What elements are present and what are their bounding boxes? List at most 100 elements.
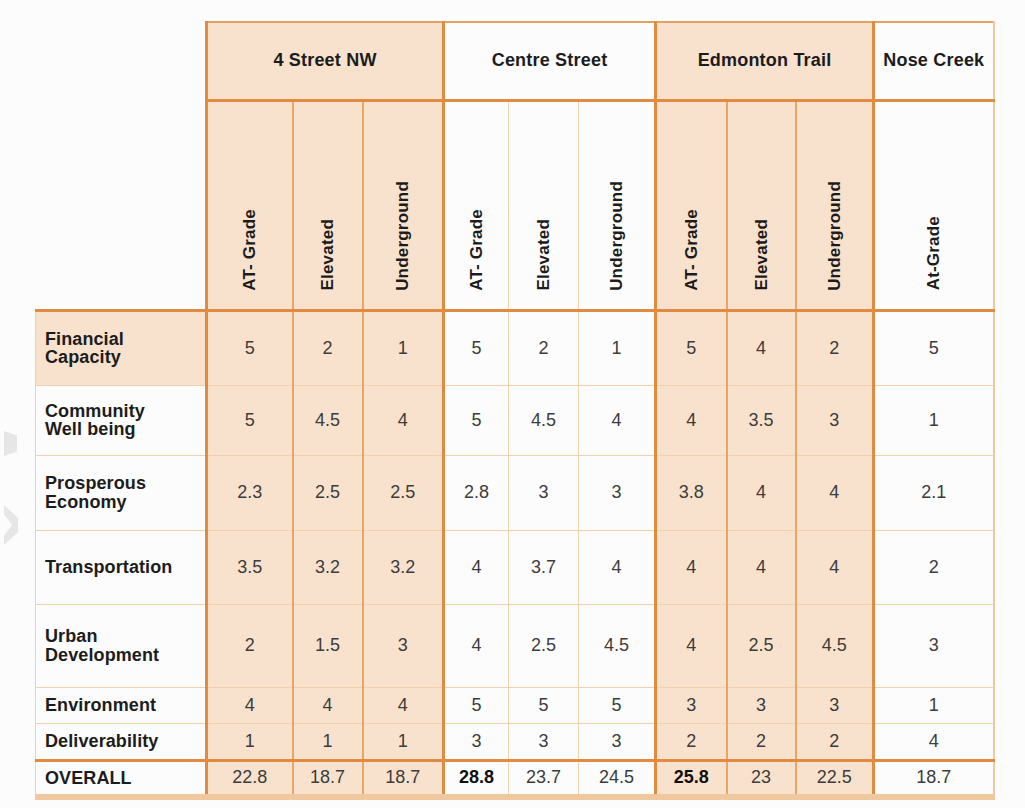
group-header-cell: Edmonton Trail — [656, 22, 874, 100]
score-cell: 2 — [293, 310, 363, 385]
score-cell: 2.3 — [207, 455, 293, 530]
score-cell: 23 — [727, 760, 796, 797]
subcolumn-header-label: Underground — [608, 181, 625, 305]
score-cell: 4 — [874, 723, 994, 760]
subcolumn-header-label: Elevated — [319, 219, 336, 305]
table-row: Environment4445553331 — [36, 687, 994, 723]
score-cell: 28.8 — [444, 760, 509, 797]
score-cell: 1 — [363, 310, 444, 385]
subcolumn-header-cell: Elevated — [293, 100, 363, 310]
score-cell: 4 — [363, 687, 444, 723]
score-cell: 3.2 — [363, 530, 444, 604]
score-cell: 3 — [656, 687, 727, 723]
score-cell: 4 — [656, 530, 727, 604]
group-header-cell: Centre Street — [444, 22, 656, 100]
score-cell: 1 — [874, 687, 994, 723]
row-label-cell: FinancialCapacity — [36, 310, 207, 385]
score-cell: 22.5 — [796, 760, 874, 797]
table-row: Deliverability1113332224 — [36, 723, 994, 760]
score-cell: 3 — [579, 455, 656, 530]
score-cell: 4 — [363, 385, 444, 455]
table-row: FinancialCapacity5215215425 — [36, 310, 994, 385]
document-page: 4 Street NWCentre StreetEdmonton TrailNo… — [0, 0, 1025, 808]
score-cell: 4 — [796, 455, 874, 530]
score-cell: 3 — [874, 604, 994, 687]
score-cell: 3.2 — [293, 530, 363, 604]
score-cell: 5 — [207, 310, 293, 385]
score-cell: 4 — [656, 604, 727, 687]
table-row: ProsperousEconomy2.32.52.52.8333.8442.1 — [36, 455, 994, 530]
score-cell: 5 — [207, 385, 293, 455]
subcolumn-header-label: AT- Grade — [683, 209, 700, 305]
subcolumn-header-cell: Elevated — [727, 100, 796, 310]
score-cell: 3 — [509, 723, 579, 760]
score-cell: 25.8 — [656, 760, 727, 797]
score-cell: 2.8 — [444, 455, 509, 530]
score-cell: 4 — [207, 687, 293, 723]
score-cell: 1.5 — [293, 604, 363, 687]
score-cell: 2 — [874, 530, 994, 604]
score-cell: 2 — [796, 310, 874, 385]
subcolumn-header-cell: Underground — [363, 100, 444, 310]
score-cell: 3.7 — [509, 530, 579, 604]
score-cell: 2 — [656, 723, 727, 760]
score-value-bold: 28.8 — [459, 767, 494, 787]
score-cell: 5 — [874, 310, 994, 385]
subcolumn-header-cell: AT- Grade — [444, 100, 509, 310]
score-cell: 1 — [293, 723, 363, 760]
score-cell: 5 — [444, 310, 509, 385]
subcolumn-header-cell: Underground — [796, 100, 874, 310]
score-cell: 4.5 — [796, 604, 874, 687]
score-cell: 2.5 — [727, 604, 796, 687]
subcolumn-header-cell: Underground — [579, 100, 656, 310]
score-cell: 18.7 — [874, 760, 994, 797]
subcolumn-header-label: Elevated — [753, 219, 770, 305]
score-cell: 2.5 — [509, 604, 579, 687]
score-cell: 3.8 — [656, 455, 727, 530]
score-cell: 4.5 — [509, 385, 579, 455]
score-cell: 18.7 — [293, 760, 363, 797]
score-cell: 23.7 — [509, 760, 579, 797]
score-cell: 4 — [579, 530, 656, 604]
score-cell: 2 — [207, 604, 293, 687]
group-header-cell: Nose Creek — [874, 22, 994, 100]
score-cell: 2.1 — [874, 455, 994, 530]
score-cell: 4 — [293, 687, 363, 723]
score-cell: 3 — [509, 455, 579, 530]
score-value-bold: 25.8 — [674, 767, 709, 787]
score-cell: 5 — [444, 687, 509, 723]
score-cell: 4 — [444, 604, 509, 687]
score-cell: 4 — [796, 530, 874, 604]
score-cell: 2 — [796, 723, 874, 760]
score-cell: 3 — [579, 723, 656, 760]
row-label-cell: CommunityWell being — [36, 385, 207, 455]
score-cell: 24.5 — [579, 760, 656, 797]
table-header: 4 Street NWCentre StreetEdmonton TrailNo… — [36, 22, 994, 310]
score-cell: 1 — [579, 310, 656, 385]
score-cell: 1 — [363, 723, 444, 760]
score-cell: 5 — [656, 310, 727, 385]
score-cell: 2.5 — [363, 455, 444, 530]
evaluation-matrix-table: 4 Street NWCentre StreetEdmonton TrailNo… — [35, 21, 995, 800]
subcolumn-header-label: Underground — [394, 181, 411, 305]
row-label-cell: Transportation — [36, 530, 207, 604]
corner-cell — [36, 22, 207, 310]
score-cell: 3.5 — [207, 530, 293, 604]
score-cell: 4 — [727, 310, 796, 385]
score-cell: 4 — [656, 385, 727, 455]
score-cell: 4 — [727, 530, 796, 604]
subcolumn-header-cell: AT- Grade — [656, 100, 727, 310]
score-cell: 3 — [727, 687, 796, 723]
score-cell: 18.7 — [363, 760, 444, 797]
subcolumn-header-cell: Elevated — [509, 100, 579, 310]
subcolumn-header-cell: At-Grade — [874, 100, 994, 310]
score-cell: 3.5 — [727, 385, 796, 455]
score-cell: 4 — [579, 385, 656, 455]
subcolumn-header-label: Elevated — [535, 219, 552, 305]
watermark-chevron-fragment — [4, 505, 18, 545]
watermark-cube-fragment — [4, 431, 17, 456]
row-label-cell: Environment — [36, 687, 207, 723]
score-cell: 4 — [444, 530, 509, 604]
score-cell: 2 — [509, 310, 579, 385]
score-cell: 3 — [444, 723, 509, 760]
